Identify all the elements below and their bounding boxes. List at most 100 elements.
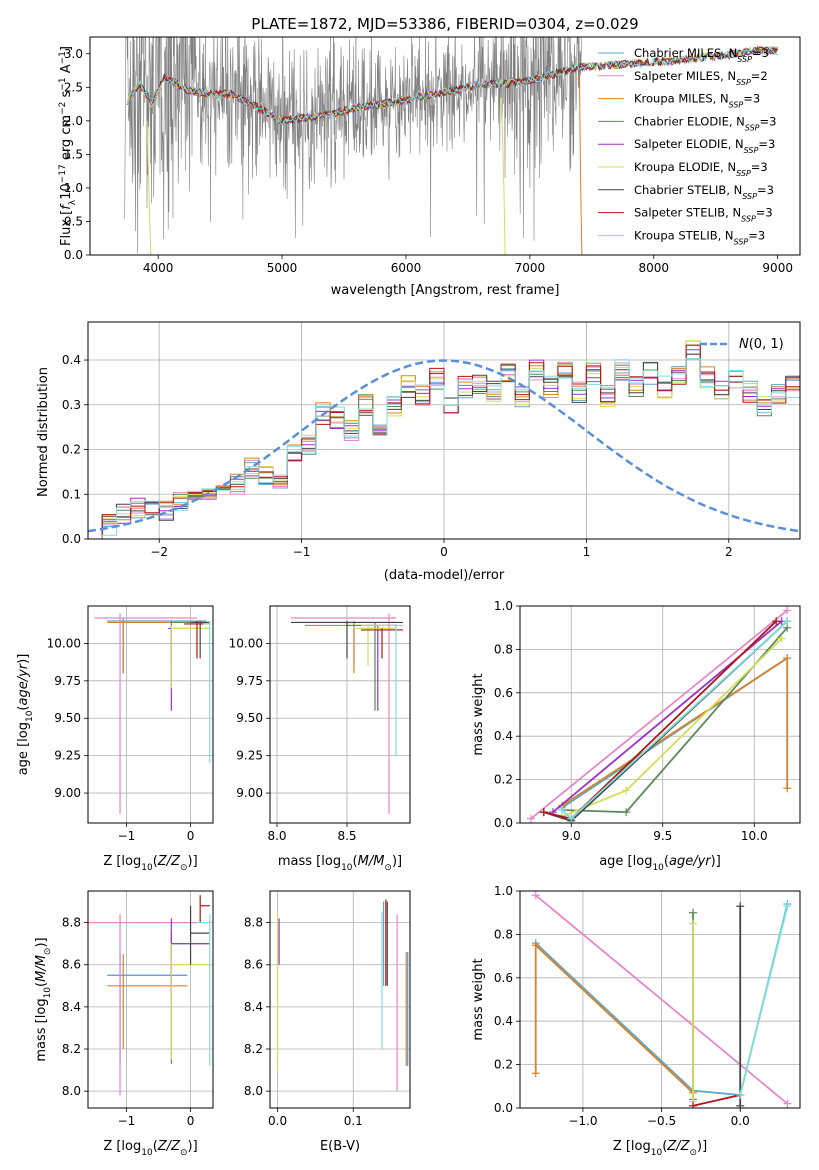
y-tick-label: 2.5 xyxy=(64,80,83,94)
x-tick-label: 2 xyxy=(725,545,733,559)
plot-area xyxy=(276,899,409,1092)
histogram-step xyxy=(88,340,800,539)
y-tick-label: 8.8 xyxy=(62,916,81,930)
x-tick-label: 10.0 xyxy=(741,829,768,843)
y-tick-label: 8.0 xyxy=(62,1084,81,1098)
x-tick-label: 8.5 xyxy=(337,829,356,843)
y-tick-label: 0.1 xyxy=(62,487,81,501)
x-tick-label: 0 xyxy=(187,829,195,843)
chart-age_vs_mass: 8.0 8.5 9.00 9.25 9.50 9.75 10.00 xyxy=(229,605,411,843)
y-tick-label: 1.0 xyxy=(494,884,513,898)
x-axis-label: (data-model)/error xyxy=(384,568,505,583)
legend: Chabrier MILES, NSSP=3 Salpeter MILES, NS… xyxy=(598,46,776,246)
axes-frame xyxy=(519,890,801,1109)
y-tick-label: 9.75 xyxy=(54,674,81,688)
y-tick-label: 8.4 xyxy=(244,1000,263,1014)
x-tick-label: −1 xyxy=(118,829,136,843)
y-tick-label: 8.6 xyxy=(244,958,263,972)
y-tick-label: 9.00 xyxy=(236,786,263,800)
y-tick-label: 3.0 xyxy=(64,47,83,61)
plot-area xyxy=(531,891,792,1108)
legend-label: Chabrier MILES, NSSP=3 xyxy=(634,46,769,64)
plot-area xyxy=(94,613,211,815)
x-axis-label: mass [log10(M/M⊙)] xyxy=(278,854,402,873)
legend-label-normal: N(0, 1) xyxy=(739,337,784,352)
axes-frame xyxy=(87,605,214,824)
histogram-step xyxy=(88,349,800,539)
y-tick-label: 0.0 xyxy=(494,1101,513,1115)
y-tick-label: 9.75 xyxy=(236,674,263,688)
y-tick-label: 0.4 xyxy=(62,353,81,367)
x-tick-label: 0.0 xyxy=(731,1114,750,1128)
x-axis-label: Z [log10(Z/Z⊙)] xyxy=(103,854,197,873)
x-tick-label: 0 xyxy=(440,545,448,559)
legend-label: Chabrier STELIB, NSSP=3 xyxy=(634,183,774,201)
histogram-step xyxy=(88,358,800,539)
x-tick-label: 0.0 xyxy=(268,1114,287,1128)
y-tick-label: 0.0 xyxy=(64,248,83,262)
legend-label: Chabrier ELODIE, NSSP=3 xyxy=(634,114,776,131)
histogram-step xyxy=(88,353,800,539)
y-tick-label: 0.8 xyxy=(494,642,513,656)
x-tick-label: 1 xyxy=(583,545,591,559)
x-axis-label: age [log10(age/yr)] xyxy=(599,854,721,873)
x-tick-label: −2 xyxy=(150,545,168,559)
y-tick-label: 2.0 xyxy=(64,114,83,128)
weight-line xyxy=(561,656,789,807)
chart-age_vs_Z: −1 0 9.00 9.25 9.50 9.75 10.00 xyxy=(47,605,214,843)
x-tick-label: 0.1 xyxy=(344,1114,363,1128)
y-tick-label: 9.50 xyxy=(54,711,81,725)
axes-frame xyxy=(269,890,411,1109)
plot-area xyxy=(526,606,792,823)
legend-label: Salpeter ELODIE, NSSP=3 xyxy=(634,137,775,155)
chart-spectrum: 4000 5000 6000 7000 8000 9000 0.0 0.5 1.0 1.5 2.0 2… xyxy=(64,36,801,275)
axes-frame xyxy=(87,890,214,1109)
model-cutoff xyxy=(500,97,506,255)
y-tick-label: 8.8 xyxy=(244,916,263,930)
x-tick-label: 0 xyxy=(187,1114,195,1128)
x-tick-label: 9.0 xyxy=(562,829,581,843)
weight-line xyxy=(739,905,789,1096)
weight-line xyxy=(530,609,788,820)
y-tick-label: 0.4 xyxy=(494,1014,513,1028)
plot-area xyxy=(124,37,779,255)
y-tick-label: 9.00 xyxy=(54,786,81,800)
model-cutoff xyxy=(578,73,583,255)
chart-mass_vs_Z: −1 0 8.0 8.2 8.4 8.6 8.8 xyxy=(62,890,214,1128)
x-tick-label: −0.5 xyxy=(647,1114,676,1128)
model-cutoff xyxy=(146,120,152,255)
plot-area xyxy=(88,340,800,539)
axes-frame xyxy=(87,321,801,540)
y-tick-label: 1.5 xyxy=(64,147,83,161)
y-tick-label: 8.4 xyxy=(62,1000,81,1014)
x-tick-label: 8.0 xyxy=(267,829,286,843)
x-tick-label: −1 xyxy=(118,1114,136,1128)
y-axis-label: mass weight xyxy=(471,673,486,755)
x-tick-label: 5000 xyxy=(267,261,298,275)
histogram-step xyxy=(88,353,800,539)
y-tick-label: 0.6 xyxy=(494,971,513,985)
figure-title: PLATE=1872, MJD=53386, FIBERID=0304, z=0… xyxy=(251,15,638,33)
plot-area xyxy=(291,613,403,815)
y-tick-label: 9.25 xyxy=(236,749,263,763)
x-tick-label: 9.5 xyxy=(653,829,672,843)
y-tick-label: 10.00 xyxy=(47,636,81,650)
chart-mass_vs_ebv: 0.0 0.1 8.0 8.2 8.4 8.6 8.8 xyxy=(244,890,411,1128)
y-axis-label: Flux [fλ10−17 erg cm−2 s−1 A−1] xyxy=(58,46,78,246)
legend-label: Kroupa STELIB, NSSP=3 xyxy=(634,228,765,246)
y-axis-label: mass weight xyxy=(471,958,486,1040)
chart-residuals: −2 −1 0 1 2 0.0 0.1 0.2 0.3 0.4 xyxy=(62,321,801,559)
y-tick-label: 8.6 xyxy=(62,958,81,972)
histogram-step xyxy=(88,358,800,539)
legend-label: Salpeter MILES, NSSP=2 xyxy=(634,69,768,87)
x-axis-label: Z [log10(Z/Z⊙)] xyxy=(613,1139,707,1158)
x-tick-label: 6000 xyxy=(391,261,422,275)
y-tick-label: 10.00 xyxy=(229,636,263,650)
y-axis-label: Normed distribution xyxy=(36,367,51,497)
weight-line xyxy=(543,620,788,822)
weight-line xyxy=(534,943,694,1094)
y-tick-label: 1.0 xyxy=(494,599,513,613)
axes-frame xyxy=(89,36,801,256)
y-tick-label: 0.4 xyxy=(494,729,513,743)
y-tick-label: 0.8 xyxy=(494,927,513,941)
